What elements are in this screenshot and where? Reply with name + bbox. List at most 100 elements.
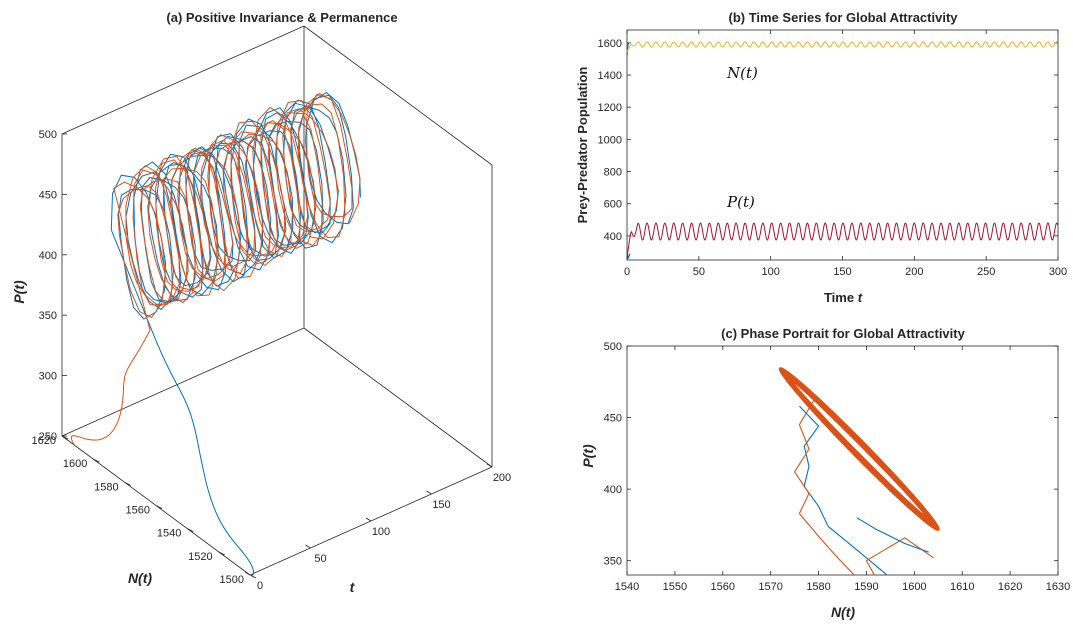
panel-a-t-tick-label: 50 <box>314 553 326 565</box>
panel-a-z-tick-label: 350 <box>39 310 57 322</box>
panel-c-x-tick-label: 1570 <box>758 581 782 593</box>
panel-c-limit-cycle-loop <box>788 377 930 521</box>
panel-a-z-tick-label: 250 <box>39 431 57 443</box>
panel-b-y-tick-label: 800 <box>604 167 622 179</box>
panel-c-limit-cycle-loop <box>783 372 936 527</box>
panel-b-x-tick-label: 50 <box>693 266 705 278</box>
panel-a-t-tick-mark <box>305 544 311 549</box>
panel-a-n-tick-mark <box>61 435 69 440</box>
panel-c-limit-cycle-loop <box>789 378 929 520</box>
panel-c-transient-line <box>856 517 929 553</box>
panel-c-x-tick-label: 1610 <box>950 581 974 593</box>
panel-a-n-tick-label: 1620 <box>32 435 56 447</box>
panel-a-title: (a) Positive Invariance & Permanence <box>166 10 397 25</box>
panel-a-n-tick-label: 1580 <box>94 481 118 493</box>
panel-c-phase-portrait: (c) Phase Portrait for Global Attractivi… <box>580 326 1070 620</box>
panel-a-t-tick-mark <box>244 571 251 576</box>
panel-b-y-tick-label: 600 <box>604 199 622 211</box>
panel-a-n-tick-mark <box>93 458 100 463</box>
panel-b-x-tick-label: 250 <box>977 266 995 278</box>
panel-c-plot-area <box>778 367 940 575</box>
panel-b-y-tick-label: 1600 <box>598 38 622 50</box>
panel-b-series-line <box>626 222 1059 257</box>
panel-a-box-edge <box>61 327 305 437</box>
panel-b-xlabel: Time t <box>824 290 863 305</box>
panel-b-y-tick-label: 400 <box>604 231 622 243</box>
panel-b-x-tick-label: 150 <box>833 266 851 278</box>
panel-c-x-tick-label: 1630 <box>1046 581 1070 593</box>
panel-a-n-tick-mark <box>218 551 225 556</box>
panel-b-series-line <box>626 41 1059 52</box>
panel-a-t-tick-mark <box>426 490 432 495</box>
panel-c-limit-cycle-loop <box>784 373 935 526</box>
panel-a-t-tick-label: 100 <box>372 526 390 538</box>
panel-c-x-tick-label: 1590 <box>854 581 878 593</box>
panel-a-t-tick-mark <box>365 517 372 522</box>
panel-c-x-tick-label: 1600 <box>902 581 926 593</box>
panel-b-xlabel-text: Time <box>824 290 854 305</box>
panel-c-xlabel: N(t) <box>831 604 855 620</box>
panel-b-annotation-N: N(t) <box>726 64 758 82</box>
panel-a-xlabel: t <box>350 579 356 595</box>
panel-b-x-tick-label: 100 <box>761 266 779 278</box>
panel-b-x-tick-label: 300 <box>1049 266 1067 278</box>
panel-a-n-tick-label: 1600 <box>63 458 87 470</box>
panel-b-axes: 0 50 100 150 200 250 300 400 600 800 1000 1200 1400 1… <box>598 29 1067 278</box>
panel-c-x-tick-label: 1540 <box>615 581 639 593</box>
panel-c-frame <box>626 345 1059 576</box>
panel-a-axes-box <box>61 25 493 576</box>
panel-a-t-tick-label: 200 <box>493 472 511 484</box>
panel-c-limit-cycle-loop <box>782 371 937 527</box>
panel-b-annotation-P: P(t) <box>726 193 755 211</box>
panel-a-z-tick-label: 300 <box>39 371 57 383</box>
panel-c-axes: 1540 1550 1560 1570 1580 1590 1600 1610 1620 1630… <box>604 341 1071 593</box>
panel-c-x-tick-label: 1560 <box>711 581 735 593</box>
panel-a-n-tick-mark <box>187 528 194 533</box>
panel-a-3d-plot: (a) Positive Invariance & Permanence 250… <box>11 10 511 595</box>
panel-c-y-tick-label: 400 <box>604 484 622 496</box>
panel-b-title: (b) Time Series for Global Attractivity <box>729 10 959 25</box>
panel-b-x-tick-label: 0 <box>624 266 630 278</box>
panel-b-y-tick-label: 1200 <box>598 102 622 114</box>
panel-c-title: (c) Phase Portrait for Global Attractivi… <box>721 326 965 341</box>
panel-c-x-tick-label: 1550 <box>663 581 687 593</box>
panel-b-transient-line <box>626 42 630 56</box>
panel-a-z-tick-label: 400 <box>39 250 57 262</box>
panel-c-limit-cycle-loop <box>781 370 937 528</box>
panel-c-x-tick-label: 1580 <box>806 581 830 593</box>
panel-b-x-tick-label: 200 <box>905 266 923 278</box>
panel-a-z-tick-label: 500 <box>39 129 57 141</box>
panel-c-limit-cycle-loop <box>785 374 934 525</box>
panel-a-trajectories <box>70 92 361 576</box>
panel-c-limit-cycle-loop <box>778 367 940 531</box>
panel-c-ylabel: P(t) <box>580 444 596 468</box>
panel-a-box-edge <box>61 25 305 135</box>
panel-c-y-tick-label: 500 <box>604 341 622 353</box>
panel-c-transient-line <box>799 405 888 575</box>
panel-b-y-tick-label: 1400 <box>598 70 622 82</box>
panel-a-n-tick-label: 1520 <box>188 551 212 563</box>
panel-a-n-tick-label: 1500 <box>220 574 244 586</box>
panel-c-limit-cycle-loop <box>788 376 931 522</box>
panel-c-transient-line <box>794 400 855 575</box>
panel-a-series-line <box>70 92 361 446</box>
panel-a-n-tick-label: 1540 <box>157 528 181 540</box>
panel-b-xlabel-var: t <box>858 290 863 305</box>
panel-a-n-tick-label: 1560 <box>126 505 150 517</box>
panel-a-ylabel: N(t) <box>128 570 152 586</box>
panel-c-x-tick-label: 1620 <box>998 581 1022 593</box>
panel-a-t-tick-mark <box>486 463 493 468</box>
panel-a-n-tick-mark <box>124 481 131 486</box>
panel-b-ylabel: Prey-Predator Population <box>575 67 590 224</box>
panel-a-t-tick-label: 0 <box>257 580 263 592</box>
panel-a-n-tick-mark <box>155 505 163 509</box>
panel-b-time-series: (b) Time Series for Global Attractivity … <box>575 10 1067 305</box>
panel-b-y-tick-label: 1000 <box>598 134 622 146</box>
panel-a-ticks: 2503003504004505001500152015401560158016… <box>32 129 512 592</box>
panel-a-box-edge <box>303 327 493 468</box>
panel-a-box-edge <box>303 25 493 166</box>
panel-c-transient-line <box>865 537 934 575</box>
panel-c-y-tick-label: 450 <box>604 413 622 425</box>
panel-a-z-tick-label: 450 <box>39 189 57 201</box>
